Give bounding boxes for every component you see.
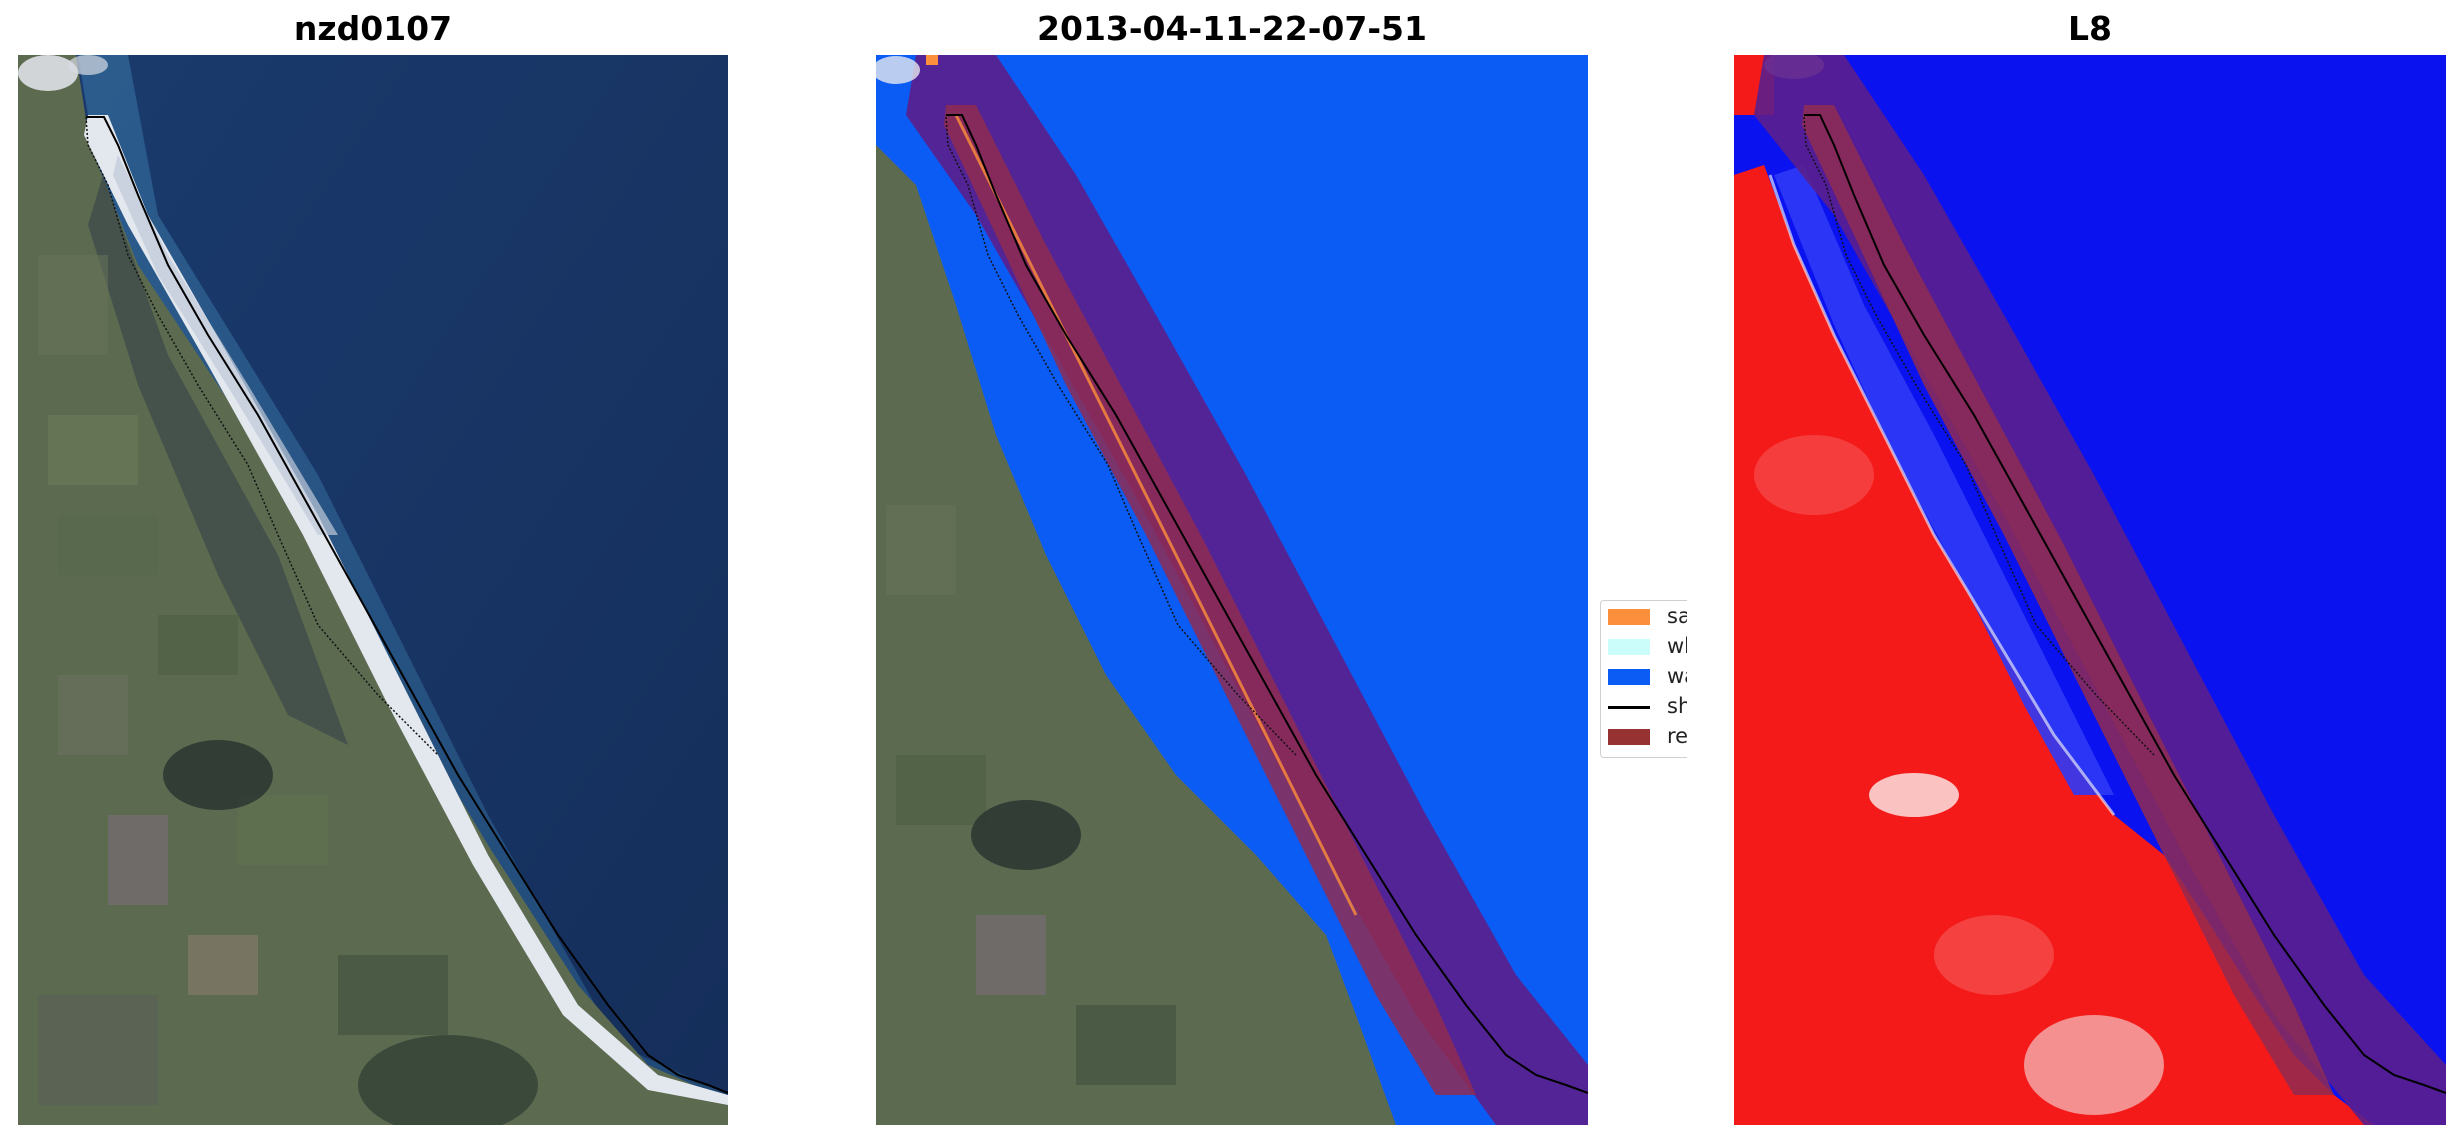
legend-label-shoreline: shoreline (1667, 694, 1687, 718)
shoreline-line-classified (946, 114, 1588, 1094)
rgb-satellite-image (18, 55, 728, 1125)
panel-title-rgb: nzd0107 (293, 9, 453, 48)
legend-label-reference: reference (1667, 724, 1687, 748)
legend-label-water: water (1667, 664, 1687, 688)
legend-label-whitewater: whitewater (1667, 634, 1687, 658)
reference-line-rgb (85, 116, 439, 756)
legend-swatch-water (1608, 669, 1650, 685)
panel-title-classified: 2013-04-11-22-07-51 (1037, 9, 1427, 48)
shoreline-line-index (1804, 114, 2446, 1094)
legend-item-sand: sand (1601, 603, 1687, 629)
legend: sand whitewater water shoreline referenc… (1600, 600, 1687, 758)
shoreline-line-rgb (86, 116, 728, 1094)
index-image-panel (1734, 55, 2446, 1125)
legend-swatch-sand (1608, 609, 1650, 625)
panel-title-index: L8 (2068, 9, 2112, 48)
classified-image (876, 55, 1588, 1125)
rgb-image-panel (18, 55, 728, 1125)
legend-item-water: water (1601, 663, 1687, 689)
legend-item-shoreline: shoreline (1601, 693, 1687, 719)
legend-label-sand: sand (1667, 604, 1687, 628)
classified-image-panel (876, 55, 1588, 1125)
legend-line-shoreline (1608, 706, 1650, 709)
legend-item-whitewater: whitewater (1601, 633, 1687, 659)
legend-item-reference: reference (1601, 723, 1687, 749)
legend-swatch-reference (1608, 729, 1650, 745)
index-image (1734, 55, 2446, 1125)
legend-swatch-whitewater (1608, 639, 1650, 655)
